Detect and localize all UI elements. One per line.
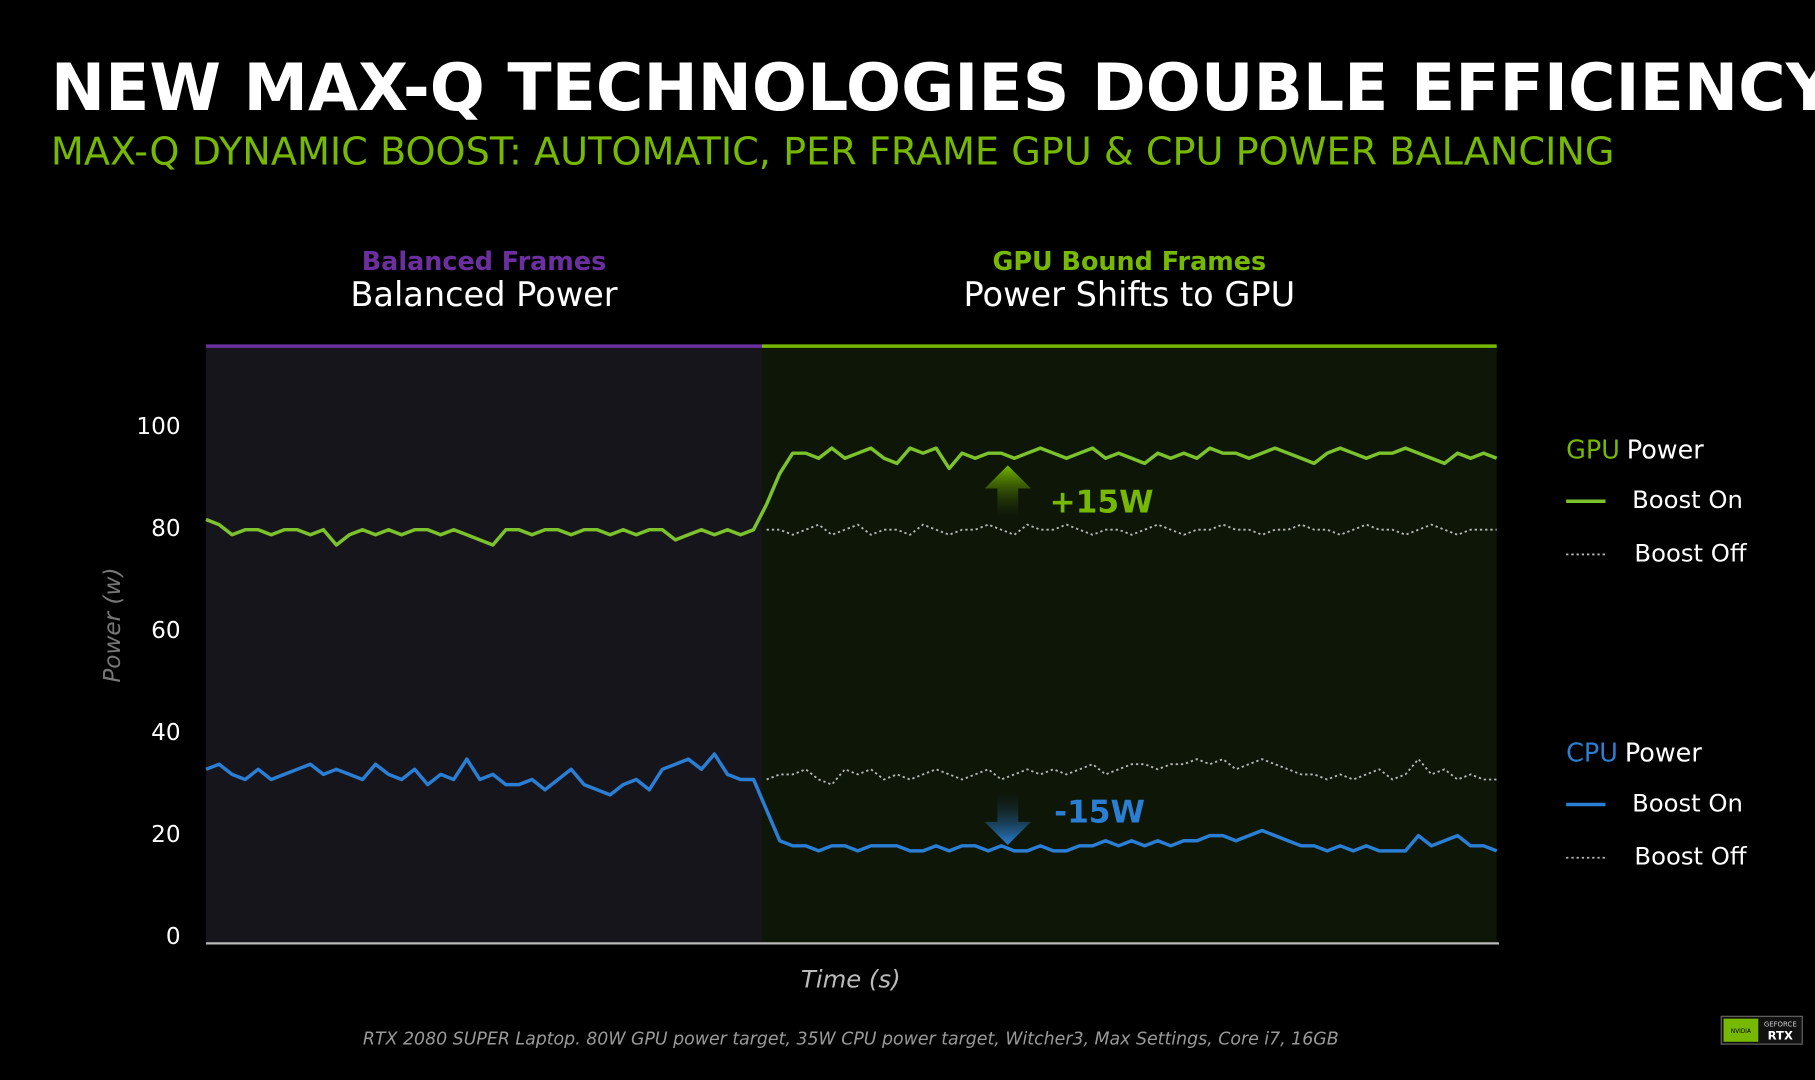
legend-group-text: Power [1625,739,1702,769]
logo-line1: GEFORCE [1764,1020,1797,1028]
legend-label: Boost On [1632,485,1743,514]
legend-label: Boost Off [1634,842,1747,871]
y-tick-label: 0 [166,924,181,950]
annotation: -15W [1054,795,1145,831]
y-tick-label: 100 [136,414,180,440]
title: NEW MAX-Q TECHNOLOGIES DOUBLE EFFICIENCY [51,51,1815,126]
series-line [766,523,1497,536]
x-axis-label: Time (s) [801,964,901,993]
logo-line2: RTX [1768,1028,1793,1042]
legend-group-title: CPU Power [1566,739,1702,769]
logo-brand: NVIDIA [1731,1029,1751,1035]
y-tick-label: 80 [151,516,180,542]
region-background [761,346,1497,944]
legend-group-label: GPU [1566,435,1620,465]
y-tick-label: 60 [151,618,180,644]
region-title: Balanced Power [350,275,617,314]
footnote: RTX 2080 SUPER Laptop. 80W GPU power tar… [363,1029,1339,1049]
legend-group-label: CPU [1566,739,1618,769]
series-line [205,752,1498,853]
legend-label: Boost On [1632,788,1743,817]
arrow-down [984,791,1031,846]
region-label: Balanced Frames [362,247,606,277]
y-tick-label: 40 [151,720,180,746]
region-label: GPU Bound Frames [992,247,1266,277]
arrow-up [984,465,1031,519]
y-tick-label: 20 [151,822,180,848]
region-background [206,346,762,944]
series-line [205,446,1498,547]
legend-group-title: GPU Power [1566,435,1704,465]
subtitle: MAX-Q DYNAMIC BOOST: AUTOMATIC, PER FRAM… [51,130,1615,174]
legend-label: Boost Off [1634,538,1747,567]
region-title: Power Shifts to GPU [964,275,1296,314]
logo-mark [1723,1018,1759,1042]
annotation: +15W [1049,485,1153,521]
logo: NVIDIA GEFORCE RTX [1720,1015,1803,1045]
legend-group-text: Power [1627,435,1704,465]
y-axis-label: Power (w) [100,568,126,683]
series-line [766,758,1497,786]
